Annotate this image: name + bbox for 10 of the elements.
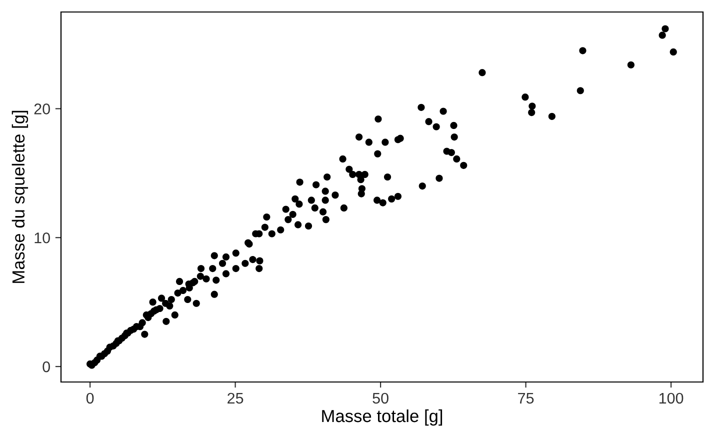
y-tick-label: 20 xyxy=(34,104,50,114)
x-tick-label: 75 xyxy=(518,392,534,404)
x-tick-label: 0 xyxy=(86,392,94,404)
x-axis-title: Masse totale [g] xyxy=(322,409,442,426)
x-tick-label: 100 xyxy=(659,392,684,404)
x-tick-label: 50 xyxy=(372,392,388,404)
y-tick-label: 0 xyxy=(42,361,50,372)
y-tick-label: 10 xyxy=(34,232,50,244)
y-axis-title: Masse du squelette [g] xyxy=(12,110,28,283)
x-tick-label: 25 xyxy=(228,392,244,404)
